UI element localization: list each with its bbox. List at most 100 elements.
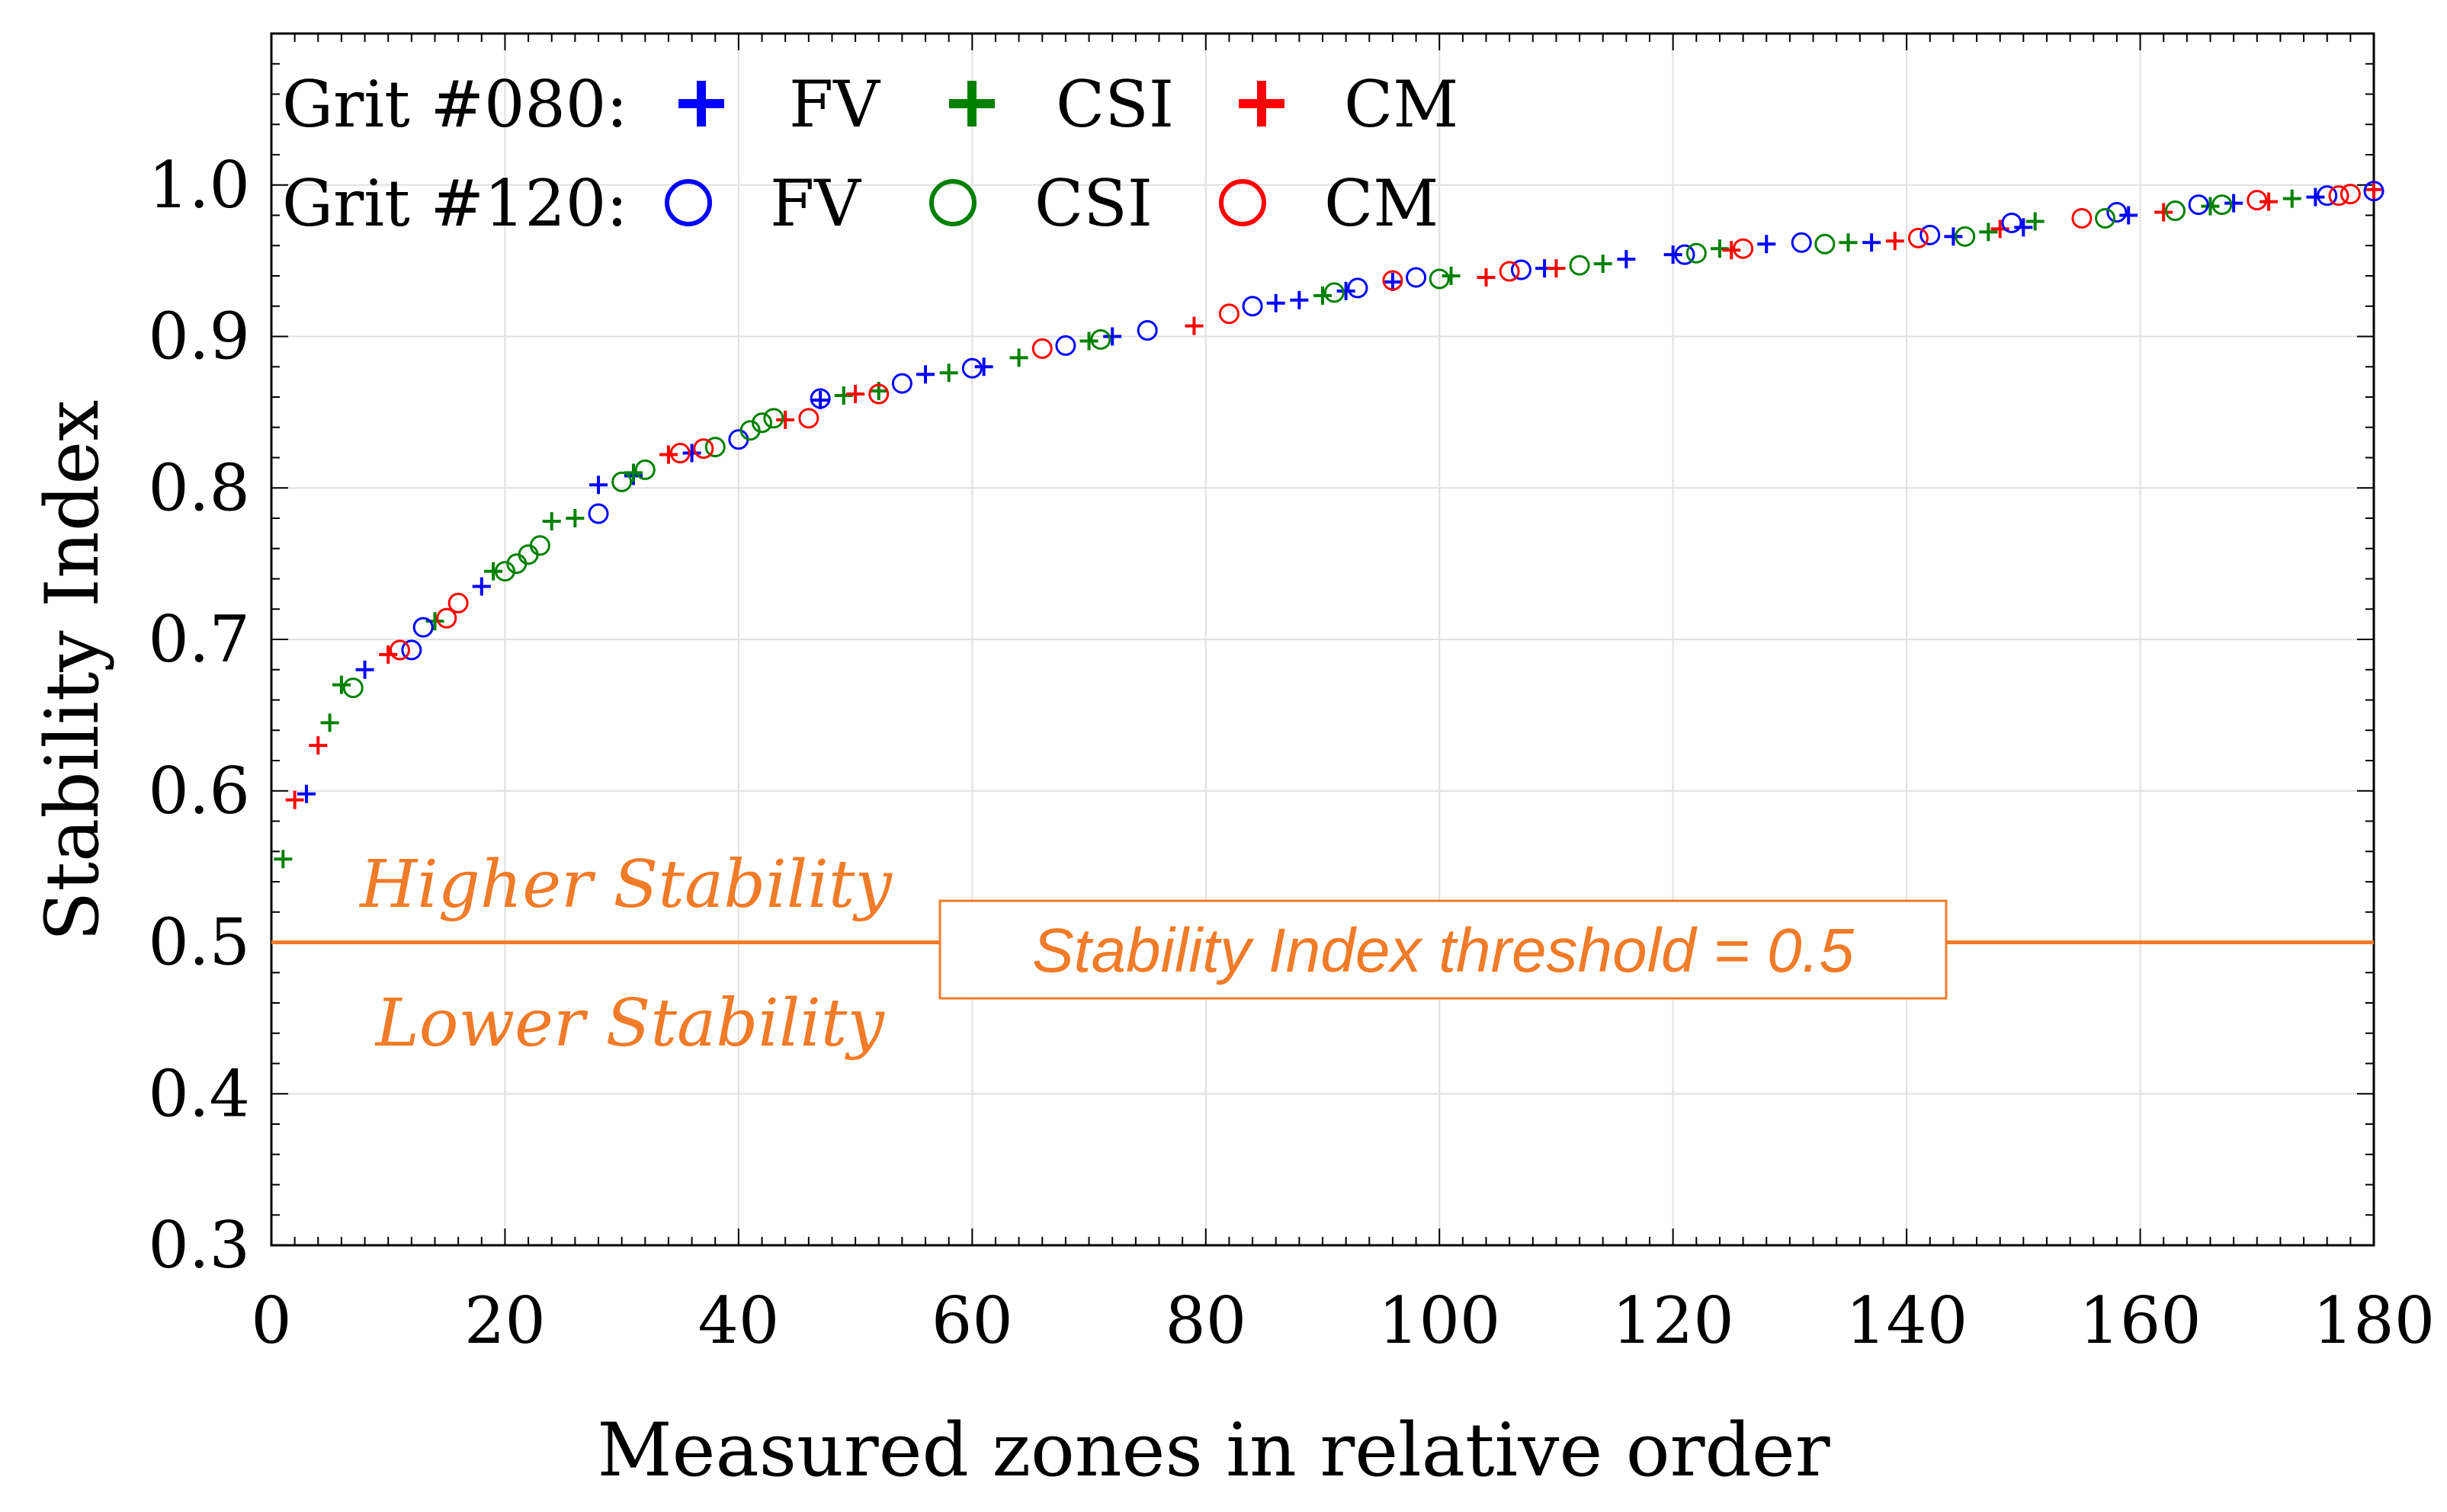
grit-120-csi-point (529, 535, 550, 556)
grit-080-cm-point (2154, 203, 2173, 222)
grit-080-fv-point (1757, 235, 1776, 254)
grit-120-csi-point (1090, 328, 1111, 350)
grit-080-fv-point (472, 577, 491, 596)
grit-080-csi-point (624, 463, 643, 482)
grit-080-cm-point (2365, 180, 2383, 199)
grit-120-fv-point (2363, 181, 2384, 202)
grit-080-csi-point (484, 562, 503, 581)
grit-080-fv-point (1103, 327, 1122, 346)
grit-080-csi-point (566, 509, 585, 527)
grit-120-csi-point (342, 678, 364, 699)
grit-120-cm-point (1907, 227, 1929, 248)
grit-120-fv-point (2001, 212, 2022, 233)
grit-080-cm-point (776, 410, 795, 429)
grit-120-csi-point (1685, 242, 1707, 264)
y-tick-label: 0.8 (148, 450, 250, 525)
y-tick-label: 1.0 (148, 148, 250, 223)
grit-120-fv-point (1674, 244, 1695, 265)
grit-120-cm-point (868, 383, 890, 405)
legend-row-label-grit-080: Grit #080: (282, 67, 628, 142)
grit-120-cm-point (798, 408, 819, 429)
legend-marker-grit-080-fv (678, 81, 724, 127)
threshold-label-box (938, 899, 1948, 1000)
y-tick-label: 0.3 (148, 1208, 250, 1283)
grit-120-fv-point (961, 357, 983, 379)
grit-120-cm-point (1382, 270, 1403, 291)
grit-080-cm-point (285, 790, 304, 809)
x-tick-label: 40 (698, 1283, 779, 1358)
grit-080-csi-point (320, 713, 339, 732)
grit-120-csi-point (1569, 255, 1590, 276)
grit-120-fv-point (1242, 296, 1263, 317)
legend-row-label-grit-120: Grit #120: (282, 166, 628, 241)
grit-080-cm-point (1547, 259, 1566, 278)
lower-stability-annotation: Lower Stability (374, 985, 886, 1062)
grit-120-cm-point (1733, 238, 1754, 259)
grit-080-cm-point (1185, 316, 1204, 335)
x-tick-label: 140 (1846, 1283, 1968, 1358)
grit-120-csi-point (2211, 194, 2233, 216)
x-tick-label: 120 (1612, 1283, 1733, 1358)
grit-080-fv-point (1944, 227, 1963, 246)
grit-120-csi-point (763, 408, 784, 429)
grit-120-csi-point (1429, 268, 1450, 290)
y-tick-label: 0.9 (148, 300, 250, 374)
x-tick-label: 20 (464, 1283, 546, 1358)
higher-stability-annotation: Higher Stability (358, 847, 893, 923)
grit-120-csi-point (752, 412, 773, 434)
grit-120-cm-point (390, 639, 411, 661)
grit-080-csi-point (542, 511, 561, 530)
grit-120-csi-point (1814, 233, 1836, 255)
grit-080-fv-point (297, 784, 316, 803)
grit-120-fv-point (401, 639, 422, 661)
grit-120-fv-point (810, 388, 831, 409)
grit-080-csi-point (1979, 223, 1998, 242)
grit-080-fv-point (1383, 272, 1402, 291)
grit-120-csi-point (611, 471, 633, 492)
grit-080-cm-point (2259, 192, 2279, 211)
grit-080-fv-point (1290, 290, 1309, 309)
y-tick-label: 0.6 (148, 754, 250, 828)
legend-label-grit-120-fv: FV (770, 166, 861, 241)
grit-120-csi-point (2165, 200, 2186, 222)
legend-label-grit-080-fv: FV (789, 67, 880, 142)
grit-120-csi-point (2095, 207, 2116, 229)
grit-120-cm-point (447, 592, 469, 613)
grit-120-csi-point (739, 420, 761, 441)
grit-080-cm-point (1722, 241, 1741, 260)
grit-080-csi-point (332, 675, 351, 694)
grit-080-fv-point (916, 365, 935, 384)
grit-080-csi-point (274, 850, 293, 869)
grit-120-fv-point (2106, 202, 2128, 223)
grit-120-csi-point (634, 459, 656, 480)
grit-120-cm-point (2340, 184, 2361, 205)
grit-120-fv-point (2188, 194, 2209, 216)
x-tick-label: 60 (932, 1283, 1013, 1358)
y-axis-title: Stability Index (30, 400, 115, 942)
grit-080-fv-point (974, 357, 993, 376)
x-tick-label: 180 (2313, 1283, 2435, 1358)
legend-label-grit-080-cm: CM (1344, 67, 1458, 142)
grit-120-cm-point (2071, 207, 2093, 229)
grit-080-fv-point (355, 660, 374, 679)
grit-080-csi-point (1593, 255, 1612, 274)
grit-120-fv-point (1137, 320, 1158, 341)
x-tick-label: 80 (1165, 1283, 1246, 1358)
grit-080-csi-point (2282, 189, 2301, 208)
grit-120-cm-point (693, 438, 714, 460)
x-axis-title: Measured zones in relative order (597, 1408, 1830, 1493)
grit-120-csi-point (494, 561, 515, 582)
grit-120-csi-point (704, 437, 726, 458)
grit-080-csi-point (2201, 197, 2220, 216)
grit-080-fv-point (2119, 206, 2138, 225)
grit-080-fv-point (1266, 293, 1285, 312)
x-tick-label: 0 (251, 1283, 291, 1358)
grit-120-csi-point (1955, 226, 1976, 247)
grit-080-cm-point (659, 445, 678, 464)
y-tick-label: 0.4 (148, 1056, 250, 1131)
grit-120-cm-point (2247, 190, 2268, 211)
grit-120-fv-point (1406, 267, 1427, 288)
threshold-label: Stability Index threshold = 0.5 (1032, 916, 1854, 985)
